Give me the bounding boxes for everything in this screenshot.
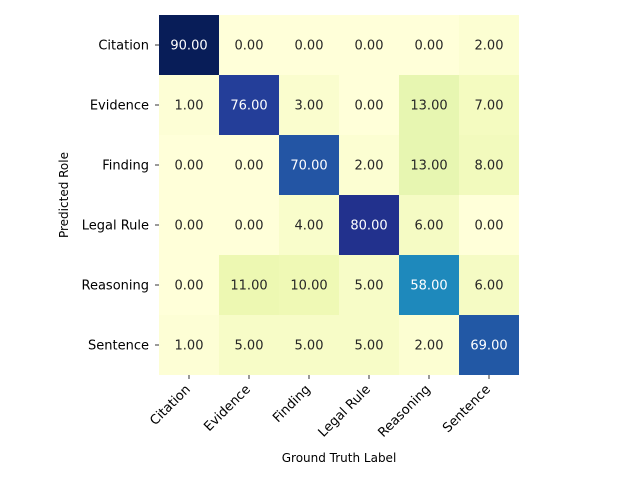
heatmap-cell xyxy=(399,315,459,375)
y-tick-label: Reasoning xyxy=(82,279,149,294)
heatmap-cell xyxy=(399,255,459,315)
cell-value-label: 5.00 xyxy=(235,339,264,354)
cell-value-label: 0.00 xyxy=(355,39,384,54)
heatmap-cell xyxy=(399,195,459,255)
cell-value-label: 1.00 xyxy=(175,99,204,114)
cell-value-label: 0.00 xyxy=(355,99,384,114)
y-tick-label: Sentence xyxy=(88,339,149,354)
heatmap-cell xyxy=(279,195,339,255)
heatmap-cell xyxy=(219,135,279,195)
cell-value-label: 8.00 xyxy=(475,159,504,174)
heatmap-cell xyxy=(159,75,219,135)
x-tick-label: Finding xyxy=(270,382,314,426)
heatmap-cell xyxy=(219,255,279,315)
heatmap-cell xyxy=(159,195,219,255)
cell-value-label: 5.00 xyxy=(295,339,324,354)
x-tick-label: Sentence xyxy=(440,382,494,436)
cell-value-label: 13.00 xyxy=(410,159,447,174)
cell-value-label: 76.00 xyxy=(230,99,267,114)
cell-value-label: 90.00 xyxy=(170,39,207,54)
heatmap-cell xyxy=(339,75,399,135)
cell-value-label: 0.00 xyxy=(235,159,264,174)
heatmap-cell xyxy=(399,75,459,135)
heatmap-cell xyxy=(219,15,279,75)
heatmap-cell xyxy=(159,255,219,315)
y-tick-label: Citation xyxy=(98,39,149,54)
x-tick-label: Reasoning xyxy=(376,382,434,440)
cell-value-label: 0.00 xyxy=(235,39,264,54)
heatmap-cell xyxy=(399,15,459,75)
cell-value-label: 10.00 xyxy=(290,279,327,294)
heatmap-cell xyxy=(279,75,339,135)
heatmap-cell xyxy=(279,15,339,75)
cell-value-label: 5.00 xyxy=(355,339,384,354)
heatmap-cell xyxy=(219,315,279,375)
cell-value-label: 0.00 xyxy=(475,219,504,234)
x-tick-label: Citation xyxy=(147,382,193,428)
y-axis-title: Predicted Role xyxy=(57,152,71,238)
x-tick-label: Legal Rule xyxy=(316,382,374,440)
heatmap-cell xyxy=(339,135,399,195)
cell-value-label: 2.00 xyxy=(355,159,384,174)
heatmap-cell xyxy=(279,135,339,195)
heatmap-cell xyxy=(159,135,219,195)
cell-value-label: 4.00 xyxy=(295,219,324,234)
heatmap-cell xyxy=(459,195,519,255)
heatmap-cell xyxy=(219,195,279,255)
cell-value-label: 0.00 xyxy=(175,219,204,234)
cell-value-label: 6.00 xyxy=(415,219,444,234)
cell-value-label: 0.00 xyxy=(415,39,444,54)
cell-value-label: 0.00 xyxy=(175,159,204,174)
cell-value-label: 58.00 xyxy=(410,279,447,294)
cell-value-label: 1.00 xyxy=(175,339,204,354)
heatmap-cell xyxy=(339,255,399,315)
cell-value-label: 11.00 xyxy=(230,279,267,294)
cells-layer xyxy=(159,15,519,375)
cell-value-label: 3.00 xyxy=(295,99,324,114)
heatmap-cell xyxy=(219,75,279,135)
y-tick-label: Finding xyxy=(102,159,149,174)
x-axis-title: Ground Truth Label xyxy=(282,451,397,465)
cell-value-label: 80.00 xyxy=(350,219,387,234)
y-tick-label: Evidence xyxy=(90,99,149,114)
cell-value-label: 2.00 xyxy=(475,39,504,54)
cell-value-label: 6.00 xyxy=(475,279,504,294)
cell-value-label: 0.00 xyxy=(295,39,324,54)
heatmap-cell xyxy=(339,195,399,255)
cell-value-label: 0.00 xyxy=(175,279,204,294)
cell-value-label: 13.00 xyxy=(410,99,447,114)
x-tick-label: Evidence xyxy=(201,382,253,434)
y-tick-label: Legal Rule xyxy=(82,219,149,234)
heatmap-cell xyxy=(399,135,459,195)
cell-value-label: 2.00 xyxy=(415,339,444,354)
heatmap-cell xyxy=(339,15,399,75)
heatmap-cell xyxy=(459,315,519,375)
heatmap-cell xyxy=(279,315,339,375)
heatmap-cell xyxy=(279,255,339,315)
cell-labels-layer: 90.00 0.00 0.00 0.00 0.00 2.00 1.00 76.00 3.00 0.… xyxy=(170,39,507,354)
cell-value-label: 5.00 xyxy=(355,279,384,294)
cell-value-label: 69.00 xyxy=(470,339,507,354)
cell-value-label: 0.00 xyxy=(235,219,264,234)
heatmap-cell xyxy=(459,75,519,135)
heatmap-cell xyxy=(159,315,219,375)
heatmap-cell xyxy=(339,315,399,375)
cell-value-label: 7.00 xyxy=(475,99,504,114)
heatmap-cell xyxy=(459,15,519,75)
cell-value-label: 70.00 xyxy=(290,159,327,174)
heatmap-cell xyxy=(159,15,219,75)
heatmap-cell xyxy=(459,255,519,315)
heatmap-cell xyxy=(459,135,519,195)
